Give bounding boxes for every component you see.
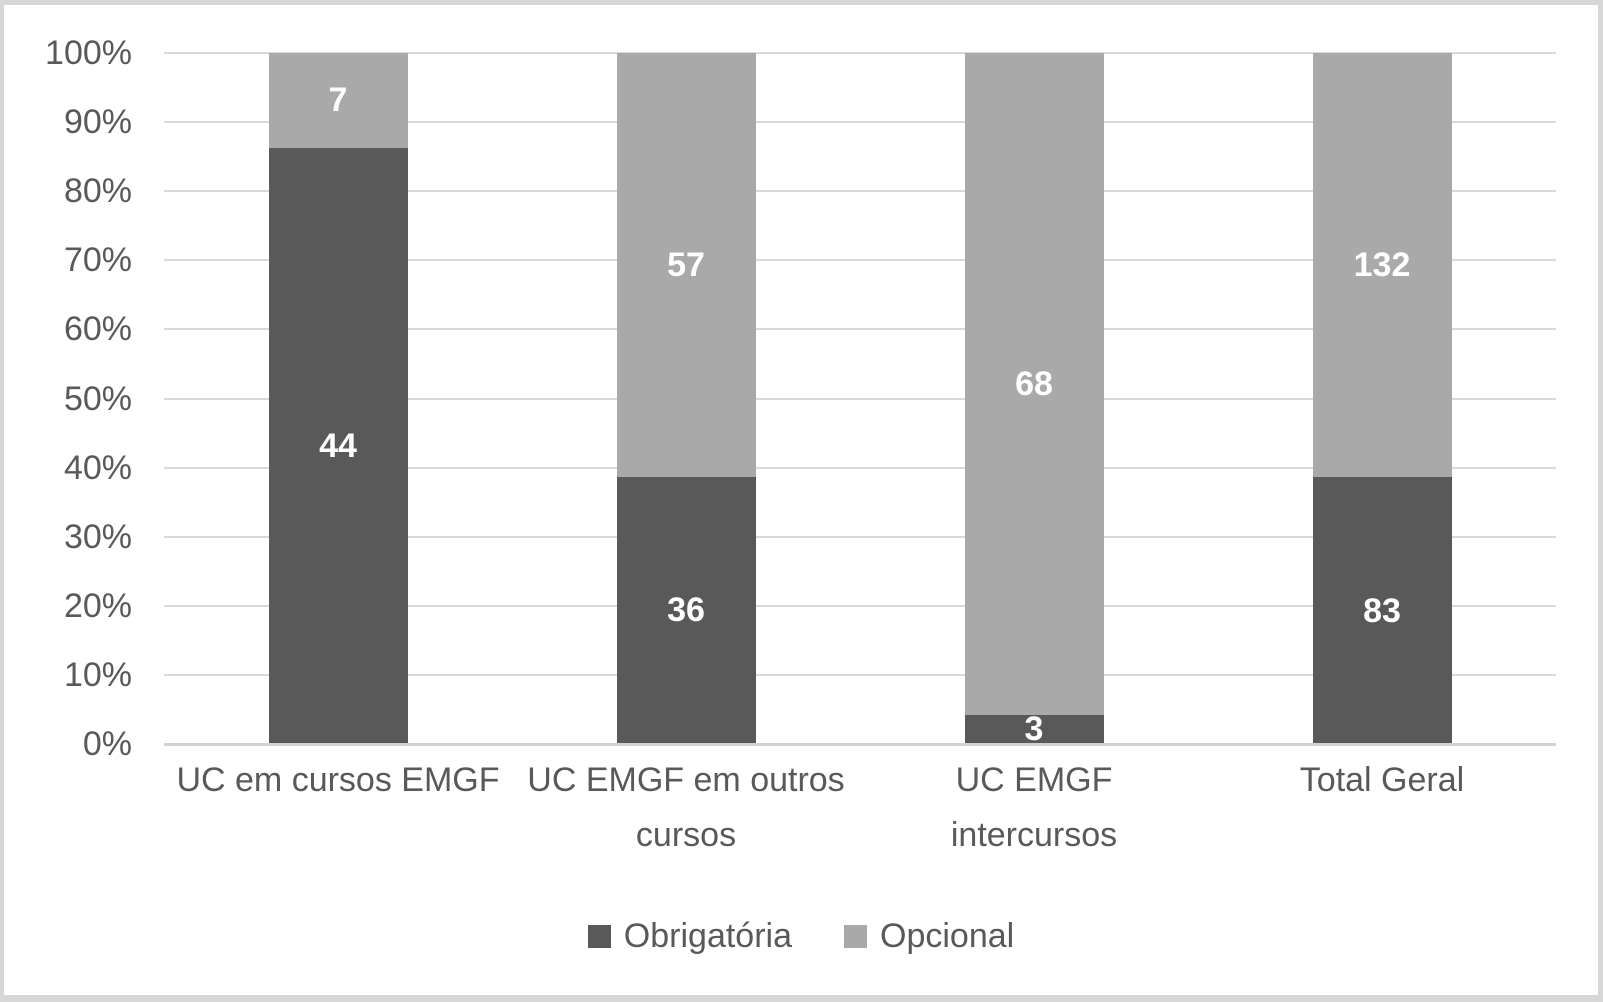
y-tick-label: 70% <box>63 241 132 280</box>
data-label: 132 <box>1353 246 1411 285</box>
gridline <box>164 259 1556 262</box>
data-label: 44 <box>319 426 357 465</box>
category-label: UC em cursos EMGF <box>176 761 500 799</box>
data-label: 83 <box>1363 591 1401 630</box>
bar-2: 36 57 <box>616 53 756 744</box>
y-tick-label: 100% <box>45 34 132 72</box>
y-tick-label: 80% <box>63 172 132 211</box>
category-label: UC EMGF intercursos <box>950 761 1118 854</box>
legend-item-obrigatoria: Obrigatória <box>587 916 792 956</box>
gridline <box>164 121 1556 124</box>
y-tick-label: 20% <box>63 586 132 625</box>
bar-segment-opcional: 68 <box>964 53 1104 715</box>
y-axis: 0% 10% 20% 30% 40% 50% 60% 70% 80% 90% 100% <box>4 34 132 763</box>
gridline <box>164 535 1556 538</box>
bar-segment-obrigatória: 44 <box>268 147 408 744</box>
gridline <box>164 190 1556 193</box>
data-label: 36 <box>667 591 705 630</box>
category-label: UC EMGF em outros cursos <box>527 761 845 854</box>
bar-segment-opcional: 7 <box>268 53 408 148</box>
gridline <box>164 328 1556 331</box>
legend-swatch-obrigatoria <box>587 924 611 948</box>
y-tick-label: 10% <box>63 655 132 694</box>
x-axis-line <box>164 743 1556 746</box>
data-label: 68 <box>1015 364 1053 403</box>
y-tick-label: 50% <box>63 379 132 418</box>
bar-segment-obrigatória: 83 <box>1312 477 1452 744</box>
data-label: 57 <box>667 245 705 284</box>
legend-swatch-opcional <box>844 924 867 948</box>
legend-label-opcional: Opcional <box>880 917 1015 955</box>
gridline <box>164 397 1556 400</box>
y-tick-label: 60% <box>63 310 132 349</box>
legend-item-opcional: Opcional <box>844 916 1014 956</box>
bar-segment-opcional: 132 <box>1312 53 1452 478</box>
bar-segment-opcional: 57 <box>616 53 756 477</box>
gridline <box>164 673 1556 676</box>
data-label: 3 <box>1024 710 1044 749</box>
y-tick-label: 0% <box>82 725 132 763</box>
gridline <box>164 604 1556 607</box>
bar-segment-obrigatória: 3 <box>964 710 1104 748</box>
gridline <box>164 52 1556 54</box>
legend: Obrigatória Opcional <box>4 910 1598 962</box>
x-axis-labels: UC em cursos EMGF UC EMGF em outros curso… <box>164 753 1556 873</box>
legend-label-obrigatoria: Obrigatória <box>623 917 792 955</box>
bar-1: 44 7 <box>268 53 408 744</box>
bar-4: 83 132 <box>1312 53 1452 744</box>
data-label: 7 <box>328 81 348 120</box>
gridline <box>164 466 1556 469</box>
bar-segment-obrigatória: 36 <box>616 476 756 744</box>
plot-area: 44 7 36 57 3 68 83 132 <box>164 52 1556 748</box>
y-tick-label: 90% <box>63 103 132 142</box>
bar-3: 3 68 <box>964 53 1104 748</box>
y-tick-label: 30% <box>63 517 132 556</box>
category-label: Total Geral <box>1299 761 1465 799</box>
y-tick-label: 40% <box>63 448 132 487</box>
